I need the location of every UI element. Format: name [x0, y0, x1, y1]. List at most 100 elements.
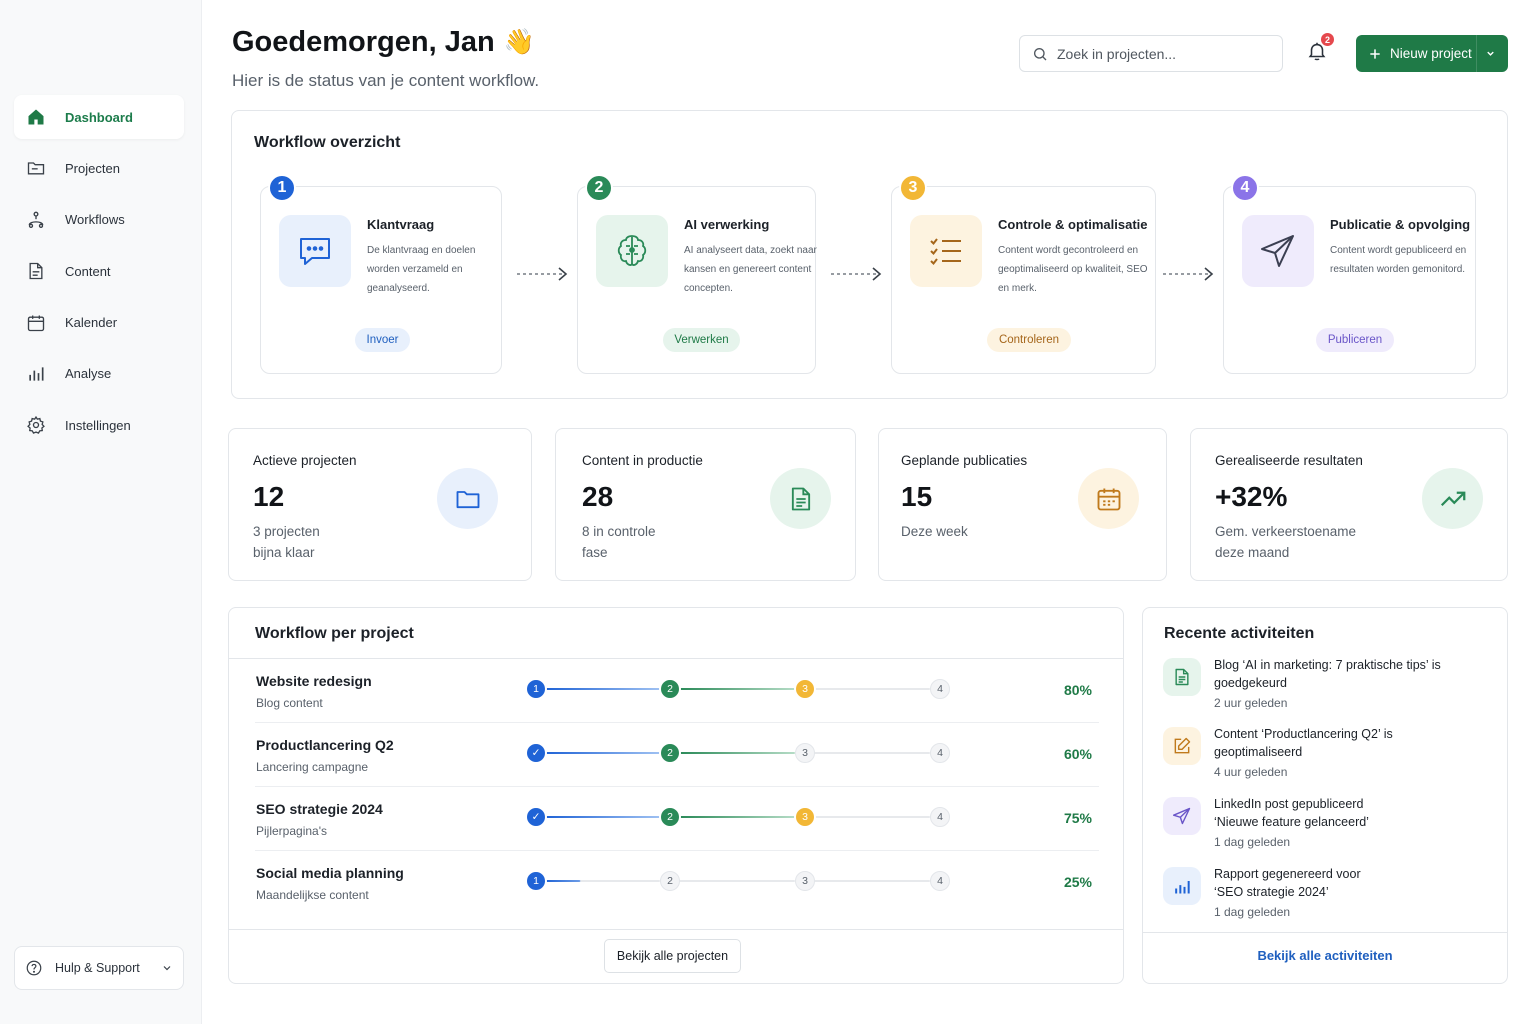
progress-segment [545, 688, 660, 690]
project-row[interactable]: Productlancering Q2 Lancering campagne ✓… [255, 723, 1099, 787]
sidebar-item-kalender[interactable]: Kalender [14, 301, 184, 345]
chevron-down-icon[interactable] [1485, 48, 1496, 59]
activity-time: 4 uur geleden [1214, 765, 1288, 779]
step-tag: Invoer [355, 328, 410, 352]
view-all-activities-link[interactable]: Bekijk alle activiteiten [1257, 948, 1393, 963]
kpi-card-realized-results[interactable]: Gerealiseerde resultaten +32% Gem. verke… [1190, 428, 1508, 581]
sidebar-item-content[interactable]: Content [14, 249, 184, 293]
search-input[interactable] [1057, 45, 1257, 62]
waving-hand-emoji: 👋 [503, 28, 535, 56]
progress-segment [814, 752, 930, 754]
project-type: Pijlerpagina's [256, 824, 327, 838]
sidebar: Dashboard Projecten Workflows Content Ka… [0, 0, 202, 1024]
page-title: Goedemorgen, Jan 👋 [232, 26, 535, 59]
send-icon [1242, 215, 1314, 287]
check-icon: ✓ [525, 806, 547, 828]
sidebar-item-label: Workflows [65, 212, 125, 228]
step-dot: 4 [930, 871, 950, 891]
sidebar-item-dashboard[interactable]: Dashboard [14, 95, 184, 139]
arrow-right-icon [517, 267, 568, 281]
new-project-button[interactable]: Nieuw project [1356, 35, 1508, 72]
activity-text: Rapport gegenereerd voor ‘SEO strategie … [1214, 867, 1361, 899]
progress-segment [814, 816, 930, 818]
kpi-title: Geplande publicaties [901, 453, 1028, 468]
step-number-badge: 2 [585, 174, 613, 202]
kpi-title: Actieve projecten [253, 453, 357, 468]
sidebar-item-label: Kalender [65, 315, 118, 331]
step-dot: 2 [660, 871, 680, 891]
kpi-subtext: Gem. verkeerstoename deze maand [1215, 524, 1357, 560]
arrow-right-icon [1163, 267, 1214, 281]
sidebar-item-instellingen[interactable]: Instellingen [14, 403, 184, 447]
new-project-label: Nieuw project [1390, 46, 1472, 61]
activity-text: LinkedIn post gepubliceerd ‘Nieuwe featu… [1214, 797, 1369, 829]
project-row[interactable]: Website redesign Blog content 1 2 3 4 80… [255, 659, 1099, 723]
step-tag: Controleren [987, 328, 1071, 352]
sidebar-item-label: Dashboard [65, 109, 133, 125]
kpi-card-planned-publications[interactable]: Geplande publicaties 15 Deze week [878, 428, 1167, 581]
sidebar-item-label: Content [65, 263, 111, 279]
checklist-icon [910, 215, 982, 287]
workflow-step-controle[interactable]: 3 Controle & optimalisatie Content wordt… [891, 174, 1156, 374]
workflow-step-ai-verwerking[interactable]: 2 AI verwerking AI analyseert data, zoek… [577, 174, 817, 374]
notifications-button[interactable]: 2 [1306, 32, 1335, 66]
sidebar-item-label: Analyse [65, 366, 112, 382]
help-support-button[interactable]: Hulp & Support [14, 946, 184, 990]
kpi-card-content-production[interactable]: Content in productie 28 8 in controle fa… [555, 428, 856, 581]
calendar-icon [25, 312, 47, 334]
kpi-value: 15 [901, 481, 933, 512]
sidebar-item-label: Instellingen [65, 417, 131, 433]
step-dot: 3 [795, 871, 815, 891]
project-percent: 25% [1063, 874, 1092, 890]
step-title: Controle & optimalisatie [998, 217, 1148, 232]
workflow-step-klantvraag[interactable]: 1 Klantvraag De klantvraag en doelen wor… [260, 174, 502, 374]
sidebar-item-projecten[interactable]: Projecten [14, 146, 184, 190]
bar-chart-icon [25, 363, 47, 385]
chevron-down-icon [161, 962, 173, 974]
project-row[interactable]: SEO strategie 2024 Pijlerpagina's ✓ 2 3 … [255, 787, 1099, 851]
kpi-subtext: 8 in controle fase [582, 524, 656, 560]
step-dot: 3 [794, 806, 816, 828]
activity-text: Blog ‘AI in marketing: 7 praktische tips… [1214, 658, 1441, 690]
workflow-per-project-title: Workflow per project [255, 625, 414, 642]
kpi-value: 12 [253, 481, 285, 512]
card-footer [1143, 932, 1507, 985]
project-name: SEO strategie 2024 [256, 801, 383, 817]
kpi-value: 28 [582, 481, 614, 512]
progress-segment [814, 688, 930, 690]
sidebar-item-analyse[interactable]: Analyse [14, 352, 184, 396]
page-subtitle: Hier is de status van je content workflo… [232, 71, 540, 90]
workflow-overview-title: Workflow overzicht [254, 134, 401, 151]
progress-segment [679, 816, 795, 818]
folder-icon [25, 157, 47, 179]
help-support-label: Hulp & Support [55, 961, 140, 975]
kpi-title: Content in productie [582, 453, 703, 468]
notification-badge: 2 [1320, 32, 1335, 47]
project-name: Productlancering Q2 [256, 737, 394, 753]
button-divider [1476, 35, 1477, 72]
search-icon [1032, 46, 1048, 62]
view-all-projects-button[interactable]: Bekijk alle projecten [604, 939, 741, 973]
step-number-badge: 1 [268, 174, 296, 202]
project-name: Social media planning [256, 865, 404, 881]
workflow-step-publicatie[interactable]: 4 Publicatie & opvolging Content wordt g… [1223, 174, 1476, 374]
bar-chart-icon [1163, 867, 1201, 905]
project-progress-tracker: 1 2 3 4 [525, 870, 955, 892]
project-row[interactable]: Social media planning Maandelijkse conte… [255, 851, 1099, 915]
edit-icon [1163, 727, 1201, 765]
step-dot: 4 [930, 679, 950, 699]
activity-text: Content ‘Productlancering Q2’ is geoptim… [1214, 727, 1393, 759]
kpi-card-active-projects[interactable]: Actieve projecten 12 3 projecten bijna k… [228, 428, 532, 581]
sidebar-item-workflows[interactable]: Workflows [14, 198, 184, 242]
document-icon [770, 468, 831, 529]
folder-icon [437, 468, 498, 529]
step-dot: 3 [795, 743, 815, 763]
greeting-text: Goedemorgen, Jan [232, 26, 495, 58]
progress-segment [679, 880, 795, 882]
progress-segment [814, 880, 930, 882]
step-number-badge: 3 [899, 174, 927, 202]
step-dot: 2 [659, 806, 681, 828]
kpi-subtext: Deze week [901, 524, 968, 539]
sidebar-item-label: Projecten [65, 160, 120, 176]
step-dot: 2 [659, 742, 681, 764]
